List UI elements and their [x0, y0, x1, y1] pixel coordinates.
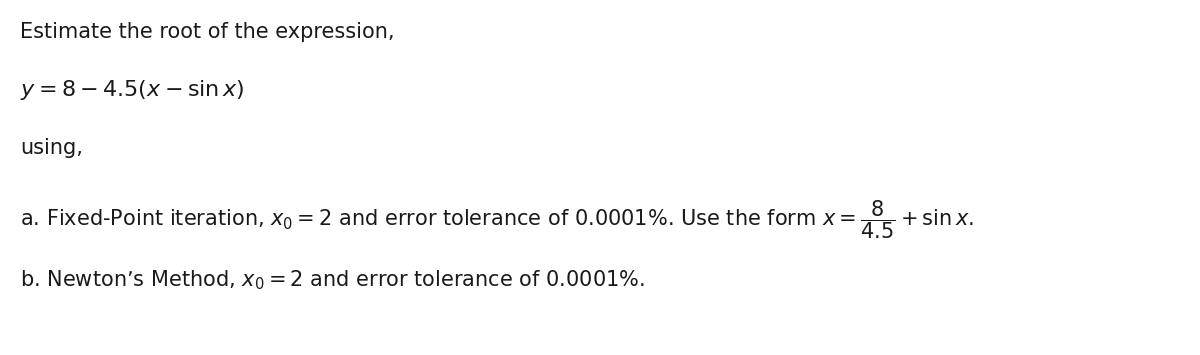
- Text: b. Newton’s Method, $x_0 = 2$ and error tolerance of 0.0001%.: b. Newton’s Method, $x_0 = 2$ and error …: [20, 268, 644, 291]
- Text: a. Fixed-Point iteration, $x_0 = 2$ and error tolerance of 0.0001%. Use the form: a. Fixed-Point iteration, $x_0 = 2$ and …: [20, 198, 974, 240]
- Text: using,: using,: [20, 138, 83, 158]
- Text: $y = 8 - 4.5(x - \sin x)$: $y = 8 - 4.5(x - \sin x)$: [20, 78, 245, 102]
- Text: Estimate the root of the expression,: Estimate the root of the expression,: [20, 22, 395, 42]
